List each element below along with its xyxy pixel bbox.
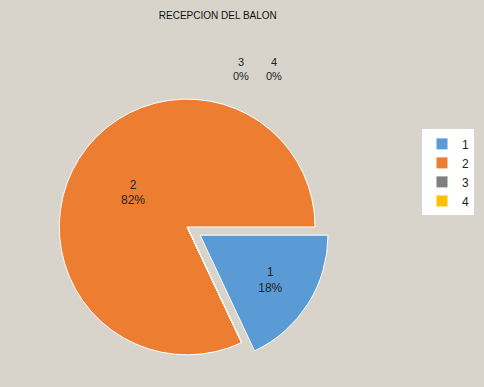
svg-text:40%: 40% [266,56,282,82]
svg-text:30%: 30% [233,56,249,82]
svg-text:282%: 282% [121,178,145,208]
svg-text:1: 1 [462,138,469,152]
svg-text:118%: 118% [258,265,282,295]
svg-text:3: 3 [462,176,469,190]
svg-text:4: 4 [462,195,469,209]
svg-text:2: 2 [462,157,469,171]
svg-text:RECEPCION DEL BALON: RECEPCION DEL BALON [159,10,277,21]
